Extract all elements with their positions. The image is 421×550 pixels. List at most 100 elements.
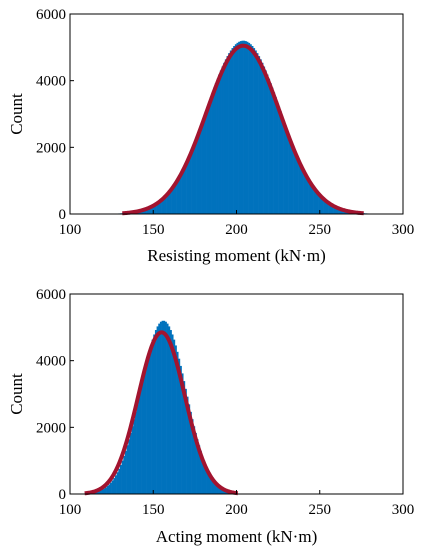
histogram-bar: [186, 159, 189, 214]
histogram-bar: [144, 208, 147, 214]
histogram-bar: [154, 203, 157, 214]
histogram-bar: [98, 491, 101, 494]
histogram-bar: [323, 198, 326, 214]
histogram-bar: [314, 189, 317, 214]
histogram-bar: [176, 179, 179, 214]
histogram-bar: [231, 48, 234, 214]
histogram-bar: [313, 187, 316, 214]
histogram-bar: [208, 472, 211, 494]
histogram-bar: [264, 70, 267, 214]
histogram-bar: [276, 101, 279, 214]
histogram-bar: [204, 111, 207, 214]
histogram-bar: [124, 450, 127, 494]
histogram-bar: [166, 323, 169, 494]
histogram-bar: [266, 74, 269, 214]
histogram-bar: [213, 480, 216, 494]
x-axis-label: Resisting moment (kN·m): [147, 246, 325, 265]
histogram-bar: [171, 187, 174, 214]
histogram-bar: [146, 358, 149, 494]
histogram-bar: [108, 484, 111, 494]
histogram-bar: [201, 455, 204, 494]
histogram-bar: [208, 101, 211, 214]
x-tick-label: 200: [225, 222, 248, 238]
histogram-bar: [164, 195, 167, 214]
histogram-bar: [216, 78, 219, 214]
histogram-bar: [224, 59, 227, 214]
histogram-bars: [111, 40, 380, 215]
histogram-bar: [169, 189, 172, 214]
histogram-bar: [273, 92, 276, 214]
histogram-bar: [144, 365, 147, 494]
x-tick-label: 200: [225, 502, 248, 518]
histogram-bar: [219, 70, 222, 214]
histogram-bar: [294, 151, 297, 214]
histogram-bar: [189, 411, 192, 494]
histogram-bar: [161, 198, 164, 214]
y-tick-label: 0: [59, 487, 67, 503]
histogram-bar: [321, 197, 324, 214]
histogram-bar: [211, 92, 214, 214]
histogram-bar: [183, 166, 186, 214]
histogram-bar: [126, 445, 129, 494]
y-tick-label: 2000: [36, 420, 66, 436]
normal-fit-curve: [122, 43, 364, 216]
histogram-bar: [191, 147, 194, 214]
histogram-bar: [149, 345, 152, 494]
histogram-bar: [199, 450, 202, 494]
histogram-bar: [331, 204, 334, 214]
histogram-bar: [174, 345, 177, 494]
histogram-bar: [148, 351, 151, 494]
histogram-bar: [274, 96, 277, 214]
histogram-bar: [184, 163, 187, 214]
histogram-bar: [166, 193, 169, 214]
histogram-bar: [183, 381, 186, 494]
histogram-bar: [263, 66, 266, 214]
histogram-bar: [269, 83, 272, 214]
histogram-bar: [203, 116, 206, 214]
histogram-bar: [163, 320, 166, 494]
histogram-bar: [194, 432, 197, 494]
histogram-bar: [168, 191, 171, 214]
histogram-bar: [169, 330, 172, 494]
y-axis-label: Count: [7, 93, 26, 135]
histogram-bar: [336, 207, 339, 214]
histogram-bar: [284, 125, 287, 214]
histogram-bar: [318, 193, 321, 214]
histogram-bar: [214, 482, 217, 494]
histogram-bar: [249, 44, 252, 215]
histogram-bar: [121, 460, 124, 494]
histogram-bar: [271, 87, 274, 214]
histogram-bar: [303, 170, 306, 214]
normal-fit-curve: [84, 330, 239, 496]
histogram-bar: [258, 56, 261, 214]
histogram-bar: [236, 42, 239, 214]
histogram-bars: [79, 320, 237, 494]
y-ticks: 0 2000 4000 6000: [36, 7, 74, 223]
histogram-bar: [118, 468, 121, 494]
histogram-bar: [181, 170, 184, 214]
histogram-bar: [173, 339, 176, 494]
histogram-bar: [188, 155, 191, 214]
histogram-bar: [268, 78, 271, 214]
histogram-bar: [216, 484, 219, 494]
histogram-bar: [279, 111, 282, 214]
histogram-bar: [113, 478, 116, 494]
histogram-bar: [329, 203, 332, 214]
x-tick-label: 300: [392, 222, 415, 238]
histogram-bar: [186, 396, 189, 494]
histogram-bar: [326, 201, 329, 214]
histogram-bar: [174, 182, 177, 214]
x-ticks: 100 150 200 250 300: [59, 210, 415, 238]
histogram-bar: [138, 396, 141, 494]
histogram-bar: [229, 50, 232, 215]
histogram-bar: [308, 179, 311, 214]
histogram-bar: [158, 323, 161, 494]
histogram-bar: [143, 373, 146, 494]
x-ticks: 100 150 200 250 300: [59, 490, 414, 518]
histogram-bar: [209, 475, 212, 494]
histogram-bar: [239, 41, 242, 214]
histogram-bar: [181, 373, 184, 494]
histogram-bar: [101, 489, 104, 494]
y-tick-label: 4000: [36, 354, 66, 370]
histogram-bar: [143, 209, 146, 214]
